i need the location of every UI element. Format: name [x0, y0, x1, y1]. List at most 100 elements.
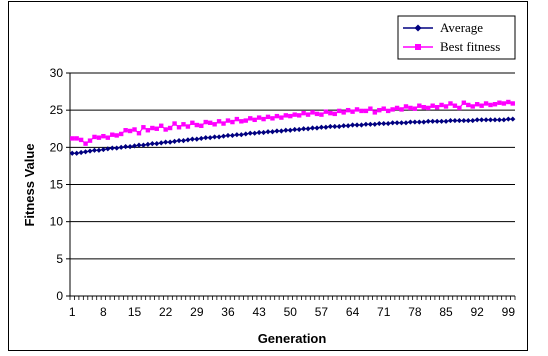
data-point-best-fitness [506, 99, 511, 105]
data-point-best-fitness [114, 133, 119, 138]
data-point-best-fitness [265, 114, 271, 120]
data-point-best-fitness [87, 138, 93, 143]
data-point-average [341, 123, 347, 129]
data-point-best-fitness [337, 108, 342, 114]
data-point-average [309, 125, 316, 131]
data-point-best-fitness [145, 128, 151, 133]
y-tick-label: 15 [50, 178, 64, 192]
x-tick-label: 15 [128, 305, 142, 319]
data-point-best-fitness [283, 113, 289, 118]
data-point-best-fitness [301, 110, 306, 116]
data-point-best-fitness [243, 118, 248, 123]
data-point-best-fitness [310, 110, 315, 115]
x-tick-label: 78 [408, 305, 422, 319]
data-point-average [505, 116, 511, 122]
data-point-average [412, 119, 418, 125]
data-point-best-fitness [408, 105, 413, 111]
data-point-average [225, 132, 231, 139]
legend-marker-average [414, 24, 422, 32]
data-point-average [492, 117, 498, 123]
data-point-average [358, 122, 365, 128]
data-point-best-fitness [159, 123, 164, 128]
data-point-average [163, 139, 169, 145]
data-point-best-fitness [488, 102, 493, 108]
data-point-average [367, 121, 373, 127]
data-point-average [403, 120, 409, 126]
data-point-best-fitness [350, 109, 355, 114]
data-point-average [238, 132, 244, 138]
data-point-best-fitness [110, 132, 115, 137]
data-point-average [301, 126, 307, 132]
data-point-average [74, 150, 80, 156]
data-point-average [131, 143, 138, 149]
data-point-average [260, 129, 267, 136]
data-point-average [470, 117, 476, 124]
data-point-best-fitness [105, 135, 111, 140]
data-point-average [91, 147, 98, 153]
series-layer [69, 99, 516, 156]
data-point-best-fitness [132, 127, 137, 132]
data-point-average [421, 119, 427, 125]
data-point-best-fitness [212, 122, 217, 127]
data-point-average [109, 145, 115, 151]
data-point-best-fitness [399, 107, 404, 112]
data-point-average [243, 131, 249, 137]
data-point-best-fitness [323, 109, 329, 114]
data-point-average [136, 142, 142, 148]
data-point-average [96, 147, 102, 153]
data-point-best-fitness [448, 101, 453, 106]
data-point-average [229, 132, 236, 139]
data-point-best-fitness [230, 119, 235, 125]
data-point-best-fitness [96, 135, 102, 140]
legend-label-best-fitness: Best fitness [440, 39, 500, 54]
data-point-best-fitness [252, 117, 257, 123]
data-point-best-fitness [412, 106, 418, 111]
data-point-best-fitness [368, 106, 373, 111]
data-point-best-fitness [443, 104, 449, 109]
data-point-best-fitness [123, 128, 128, 133]
data-point-average [479, 117, 485, 123]
data-point-best-fitness [199, 123, 204, 128]
data-point-average [203, 135, 209, 141]
data-point-best-fitness [466, 102, 471, 108]
data-point-best-fitness [470, 104, 475, 109]
data-point-average [376, 120, 382, 127]
data-point-best-fitness [292, 112, 297, 117]
data-point-best-fitness [430, 103, 435, 108]
data-point-average [332, 123, 338, 130]
data-point-average [145, 141, 151, 147]
data-point-best-fitness [101, 133, 106, 139]
data-point-best-fitness [421, 104, 426, 110]
y-tick-label: 0 [56, 289, 63, 303]
data-point-best-fitness [127, 128, 133, 134]
data-point-best-fitness [118, 131, 124, 137]
data-point-best-fitness [163, 127, 168, 132]
data-point-average [345, 123, 351, 129]
data-point-best-fitness [92, 134, 97, 140]
y-axis-title: Fitness Value [22, 143, 37, 226]
x-axis-title: Generation [258, 331, 327, 346]
data-point-average [447, 117, 454, 124]
data-point-best-fitness [372, 110, 378, 115]
data-point-best-fitness [296, 113, 302, 118]
x-tick-label: 50 [284, 305, 298, 319]
data-point-average [318, 124, 325, 130]
data-point-best-fitness [501, 101, 507, 106]
data-point-average [194, 136, 200, 142]
x-tick-label: 57 [315, 305, 329, 319]
data-point-average [385, 120, 391, 127]
data-point-best-fitness [181, 122, 186, 127]
y-tick-label: 25 [50, 103, 64, 117]
data-point-average [123, 143, 129, 150]
data-point-best-fitness [83, 141, 88, 146]
data-point-average [82, 149, 89, 155]
data-point-best-fitness [274, 113, 280, 119]
data-point-average [363, 121, 369, 127]
data-point-average [510, 116, 516, 122]
x-tick-label: 99 [502, 305, 516, 319]
x-tick-label: 22 [159, 305, 173, 319]
data-point-average [256, 129, 262, 136]
data-point-average [265, 129, 271, 135]
data-point-best-fitness [256, 115, 262, 120]
data-point-average [287, 127, 293, 133]
